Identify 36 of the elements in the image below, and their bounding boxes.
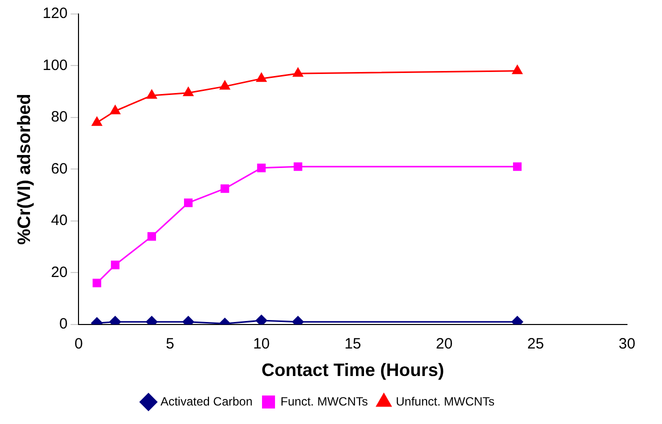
x-axis-title: Contact Time (Hours) xyxy=(261,360,444,380)
point xyxy=(183,87,194,96)
point xyxy=(294,162,302,171)
x-tick-label: 0 xyxy=(74,336,83,353)
point xyxy=(92,116,102,126)
legend-label: Funct. MWCNTs xyxy=(280,394,368,408)
point xyxy=(220,80,230,90)
x-tick-label: 10 xyxy=(253,336,270,353)
point xyxy=(256,72,266,82)
point xyxy=(256,314,268,324)
point xyxy=(257,164,266,172)
legend-label: Activated Carbon xyxy=(160,394,253,408)
point xyxy=(220,184,230,193)
point xyxy=(512,65,522,74)
y-tick-label: 20 xyxy=(50,264,68,281)
y-tick-label: 40 xyxy=(50,212,68,230)
y-tick-label: 80 xyxy=(50,108,68,126)
x-tick-label: 20 xyxy=(436,336,453,353)
point xyxy=(292,68,304,77)
point xyxy=(146,90,157,99)
point xyxy=(110,105,120,114)
legend-label: Unfunct. MWCNTs xyxy=(396,394,495,408)
point xyxy=(110,260,120,270)
y-axis-title: %Cr(VI) adsorbed xyxy=(14,94,34,245)
point xyxy=(92,278,102,288)
point xyxy=(184,198,193,208)
x-tick-label: 25 xyxy=(527,336,544,353)
x-tick-label: 30 xyxy=(618,336,636,353)
y-tick-label: 120 xyxy=(42,5,68,22)
y-tick-label: 60 xyxy=(50,160,68,178)
y-tick-label: 100 xyxy=(42,56,68,74)
point xyxy=(147,232,156,241)
x-tick-label: 15 xyxy=(344,336,362,353)
y-tick-label: 0 xyxy=(59,316,68,333)
x-tick-label: 5 xyxy=(166,336,174,353)
point xyxy=(513,162,522,171)
